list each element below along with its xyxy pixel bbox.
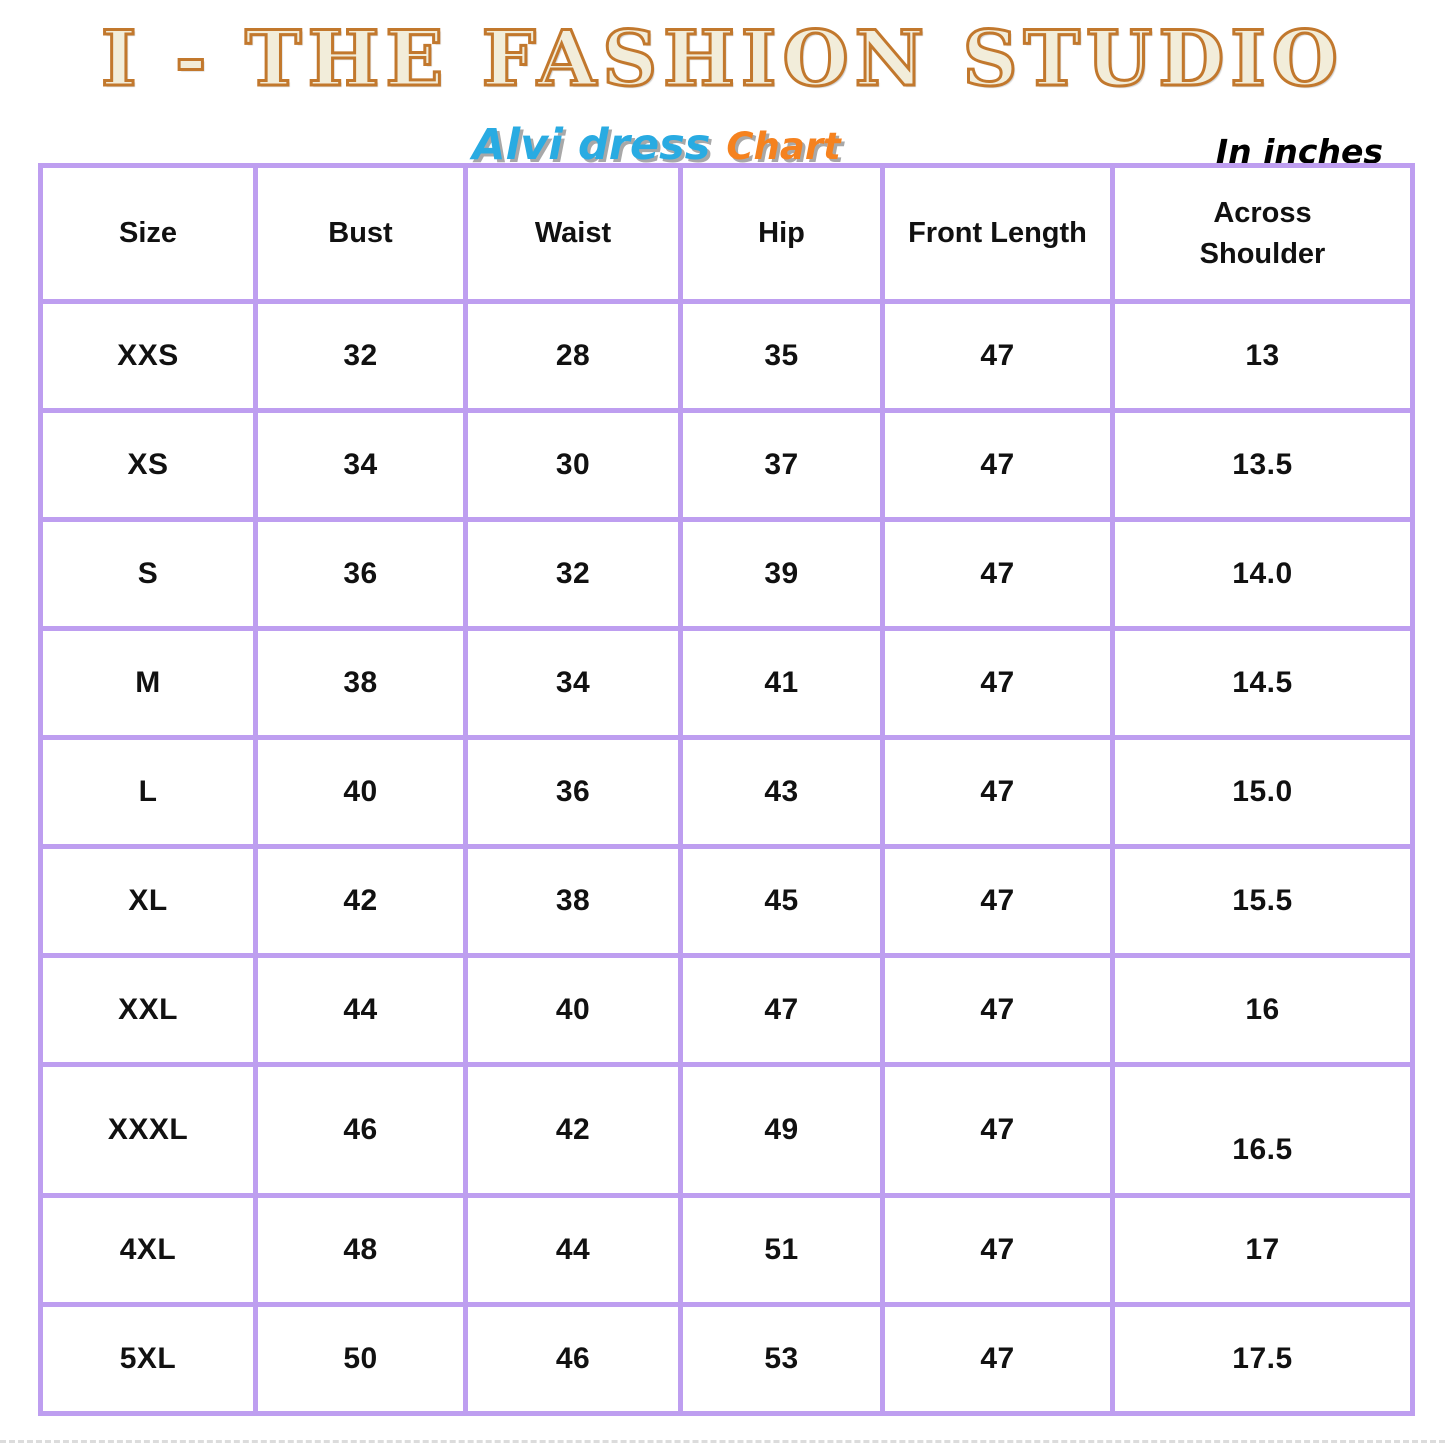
size-cell: XXXL: [38, 1062, 258, 1198]
column-header: Waist: [463, 163, 683, 304]
measurement-cell: 47: [880, 844, 1115, 958]
size-cell: XS: [38, 408, 258, 522]
measurement-cell: 46: [253, 1062, 468, 1198]
page-title: I - THE FASHION STUDIO: [100, 13, 1344, 105]
measurement-cell: 14.5: [1110, 626, 1415, 740]
measurement-cell: 17: [1110, 1193, 1415, 1307]
measurement-cell: 32: [463, 517, 683, 631]
measurement-cell: 43: [678, 735, 885, 849]
measurement-cell: 42: [253, 844, 468, 958]
header-row: Size Bust Waist Hip Front Length Across Shoul…: [38, 163, 1415, 304]
size-cell: L: [38, 735, 258, 849]
measurement-cell: 17.5: [1110, 1302, 1415, 1416]
measurement-cell: 34: [463, 626, 683, 740]
measurement-cell: 40: [463, 953, 683, 1067]
measurement-cell: 48: [253, 1193, 468, 1307]
measurement-cell: 37: [678, 408, 885, 522]
measurement-cell: 34: [253, 408, 468, 522]
table-row: XXS 32 28 35 47 13: [38, 299, 1415, 413]
table-row: XS 34 30 37 47 13.5: [38, 408, 1415, 522]
measurement-cell: 47: [880, 1193, 1115, 1307]
bottom-dashed-line: [0, 1440, 1445, 1443]
chart-subtitle: Alvi dress Chart: [472, 120, 841, 170]
measurement-cell: 35: [678, 299, 885, 413]
measurement-cell: 47: [880, 735, 1115, 849]
measurement-cell: 47: [880, 1062, 1115, 1198]
table-row: M 38 34 41 47 14.5: [38, 626, 1415, 740]
measurement-cell: 47: [880, 517, 1115, 631]
measurement-cell: 14.0: [1110, 517, 1415, 631]
table-row: XL 42 38 45 47 15.5: [38, 844, 1415, 958]
measurement-cell: 51: [678, 1193, 885, 1307]
measurement-cell: 32: [253, 299, 468, 413]
column-header: Front Length: [880, 163, 1115, 304]
size-cell: XXL: [38, 953, 258, 1067]
chart-word-label: Chart: [726, 125, 841, 168]
measurement-cell: 50: [253, 1302, 468, 1416]
table-body: XXS 32 28 35 47 13 XS 34 30 37 47 13.5 S 36 32 39 47 14.0…: [38, 299, 1415, 1416]
measurement-cell: 36: [463, 735, 683, 849]
column-header: Across Shoulder: [1110, 163, 1415, 304]
table-row: S 36 32 39 47 14.0: [38, 517, 1415, 631]
measurement-cell: 44: [463, 1193, 683, 1307]
subtitle-line: Alvi dress Chart In inches: [0, 120, 1445, 171]
measurement-cell: 30: [463, 408, 683, 522]
size-cell: S: [38, 517, 258, 631]
size-cell: 4XL: [38, 1193, 258, 1307]
measurement-cell: 47: [880, 408, 1115, 522]
measurement-cell: 13: [1110, 299, 1415, 413]
measurement-cell: 38: [253, 626, 468, 740]
measurement-cell: 45: [678, 844, 885, 958]
measurement-cell: 44: [253, 953, 468, 1067]
measurement-cell: 40: [253, 735, 468, 849]
measurement-cell: 47: [880, 626, 1115, 740]
measurement-cell: 16.5: [1110, 1062, 1415, 1198]
measurement-cell: 53: [678, 1302, 885, 1416]
size-cell: XL: [38, 844, 258, 958]
size-cell: 5XL: [38, 1302, 258, 1416]
measurement-cell: 41: [678, 626, 885, 740]
measurement-cell: 38: [463, 844, 683, 958]
measurement-cell: 47: [880, 299, 1115, 413]
table-row: L 40 36 43 47 15.0: [38, 735, 1415, 849]
product-name-label: Alvi dress: [472, 120, 711, 170]
column-header: Bust: [253, 163, 468, 304]
measurement-cell: 39: [678, 517, 885, 631]
size-cell: M: [38, 626, 258, 740]
size-chart-table: Size Bust Waist Hip Front Length Across Shoul…: [38, 163, 1415, 1416]
measurement-cell: 47: [678, 953, 885, 1067]
measurement-cell: 15.5: [1110, 844, 1415, 958]
table-row: XXL 44 40 47 47 16: [38, 953, 1415, 1067]
measurement-cell: 49: [678, 1062, 885, 1198]
measurement-cell: 42: [463, 1062, 683, 1198]
column-header: Hip: [678, 163, 885, 304]
table-row: XXXL 46 42 49 47 16.5: [38, 1062, 1415, 1198]
column-header: Size: [38, 163, 258, 304]
table-row: 4XL 48 44 51 47 17: [38, 1193, 1415, 1307]
measurement-cell: 47: [880, 953, 1115, 1067]
measurement-cell: 15.0: [1110, 735, 1415, 849]
measurement-cell: 16: [1110, 953, 1415, 1067]
units-label: In inches: [1215, 132, 1383, 171]
size-cell: XXS: [38, 299, 258, 413]
measurement-cell: 47: [880, 1302, 1115, 1416]
measurement-cell: 13.5: [1110, 408, 1415, 522]
table-row: 5XL 50 46 53 47 17.5: [38, 1302, 1415, 1416]
measurement-cell: 36: [253, 517, 468, 631]
measurement-cell: 28: [463, 299, 683, 413]
measurement-cell: 46: [463, 1302, 683, 1416]
